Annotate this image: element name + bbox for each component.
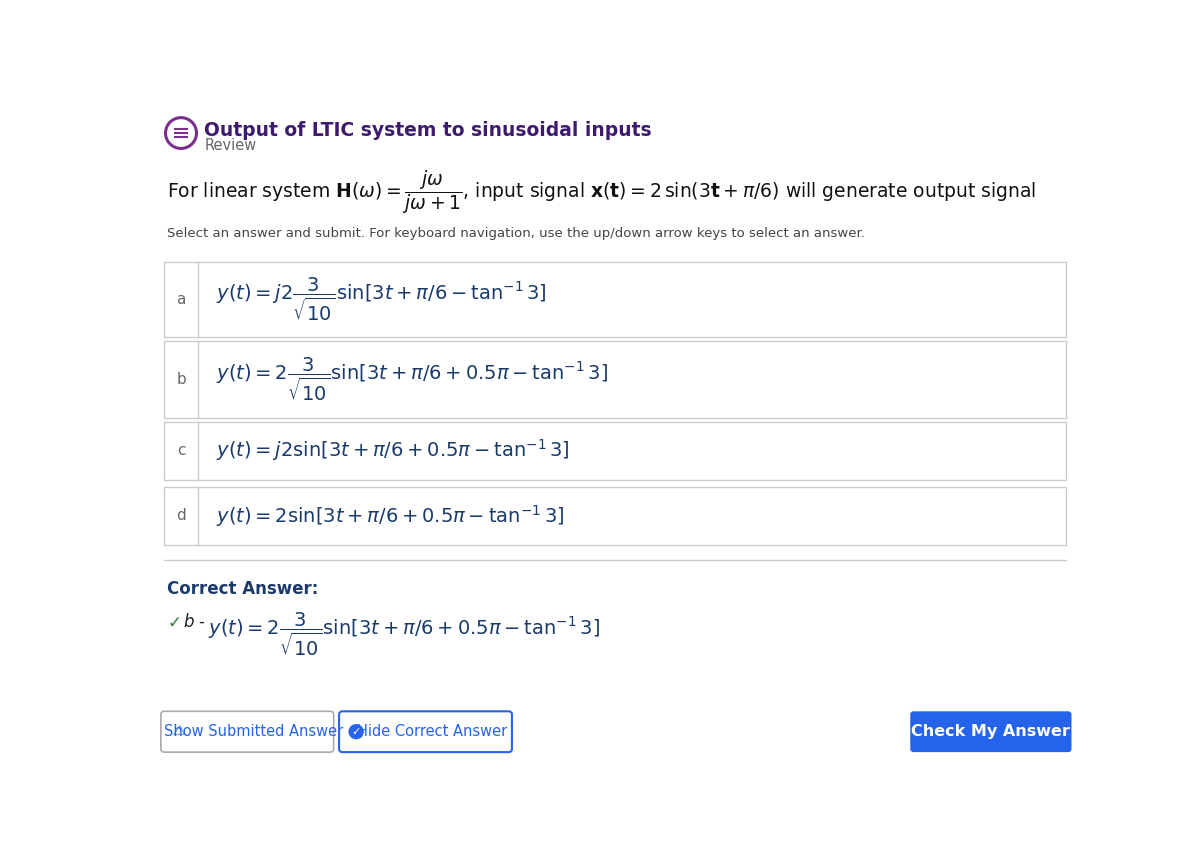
- Text: Review: Review: [204, 138, 257, 153]
- FancyBboxPatch shape: [164, 422, 1066, 480]
- Text: ◁: ◁: [169, 723, 186, 740]
- Text: Hide Correct Answer: Hide Correct Answer: [356, 724, 506, 740]
- FancyBboxPatch shape: [911, 711, 1072, 752]
- Text: Show Submitted Answer: Show Submitted Answer: [164, 724, 343, 740]
- Text: b: b: [176, 372, 186, 387]
- Text: $\checkmark$: $\checkmark$: [167, 613, 180, 631]
- Text: For linear system $\mathbf{H}(\omega) = \dfrac{j\omega}{j\omega + 1}$, input sig: For linear system $\mathbf{H}(\omega) = …: [167, 168, 1037, 216]
- Text: $y(t) = 2\dfrac{3}{\sqrt{10}}\sin[3t + \pi/6 + 0.5\pi - \tan^{-1} 3]$: $y(t) = 2\dfrac{3}{\sqrt{10}}\sin[3t + \…: [216, 356, 608, 403]
- FancyBboxPatch shape: [164, 262, 1066, 337]
- Text: Check My Answer: Check My Answer: [912, 724, 1070, 740]
- FancyBboxPatch shape: [164, 341, 1066, 418]
- Text: $y(t) = j2\sin[3t + \pi/6 + 0.5\pi - \tan^{-1} 3]$: $y(t) = j2\sin[3t + \pi/6 + 0.5\pi - \ta…: [216, 437, 570, 463]
- Text: $b$ -: $b$ -: [182, 613, 205, 631]
- FancyBboxPatch shape: [340, 711, 512, 752]
- Text: d: d: [176, 509, 186, 523]
- Text: $y(t) = 2\sin[3t + \pi/6 + 0.5\pi - \tan^{-1} 3]$: $y(t) = 2\sin[3t + \pi/6 + 0.5\pi - \tan…: [216, 503, 564, 529]
- Text: ✓: ✓: [352, 727, 361, 737]
- Text: $y(t) = 2\dfrac{3}{\sqrt{10}}\sin[3t + \pi/6 + 0.5\pi - \tan^{-1} 3]$: $y(t) = 2\dfrac{3}{\sqrt{10}}\sin[3t + \…: [208, 610, 600, 658]
- FancyBboxPatch shape: [161, 711, 334, 752]
- Text: Correct Answer:: Correct Answer:: [167, 579, 318, 597]
- Text: c: c: [176, 443, 185, 458]
- Text: Select an answer and submit. For keyboard navigation, use the up/down arrow keys: Select an answer and submit. For keyboar…: [167, 227, 865, 240]
- Text: Output of LTIC system to sinusoidal inputs: Output of LTIC system to sinusoidal inpu…: [204, 122, 652, 141]
- Circle shape: [349, 725, 364, 739]
- Text: $y(t) = j2\dfrac{3}{\sqrt{10}}\sin[3t + \pi/6 - \tan^{-1} 3]$: $y(t) = j2\dfrac{3}{\sqrt{10}}\sin[3t + …: [216, 276, 546, 323]
- FancyBboxPatch shape: [164, 487, 1066, 545]
- Text: a: a: [176, 292, 186, 307]
